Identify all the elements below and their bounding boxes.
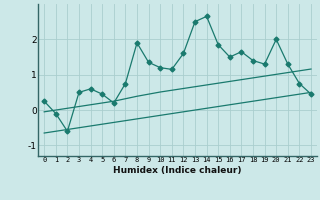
X-axis label: Humidex (Indice chaleur): Humidex (Indice chaleur) — [113, 166, 242, 175]
